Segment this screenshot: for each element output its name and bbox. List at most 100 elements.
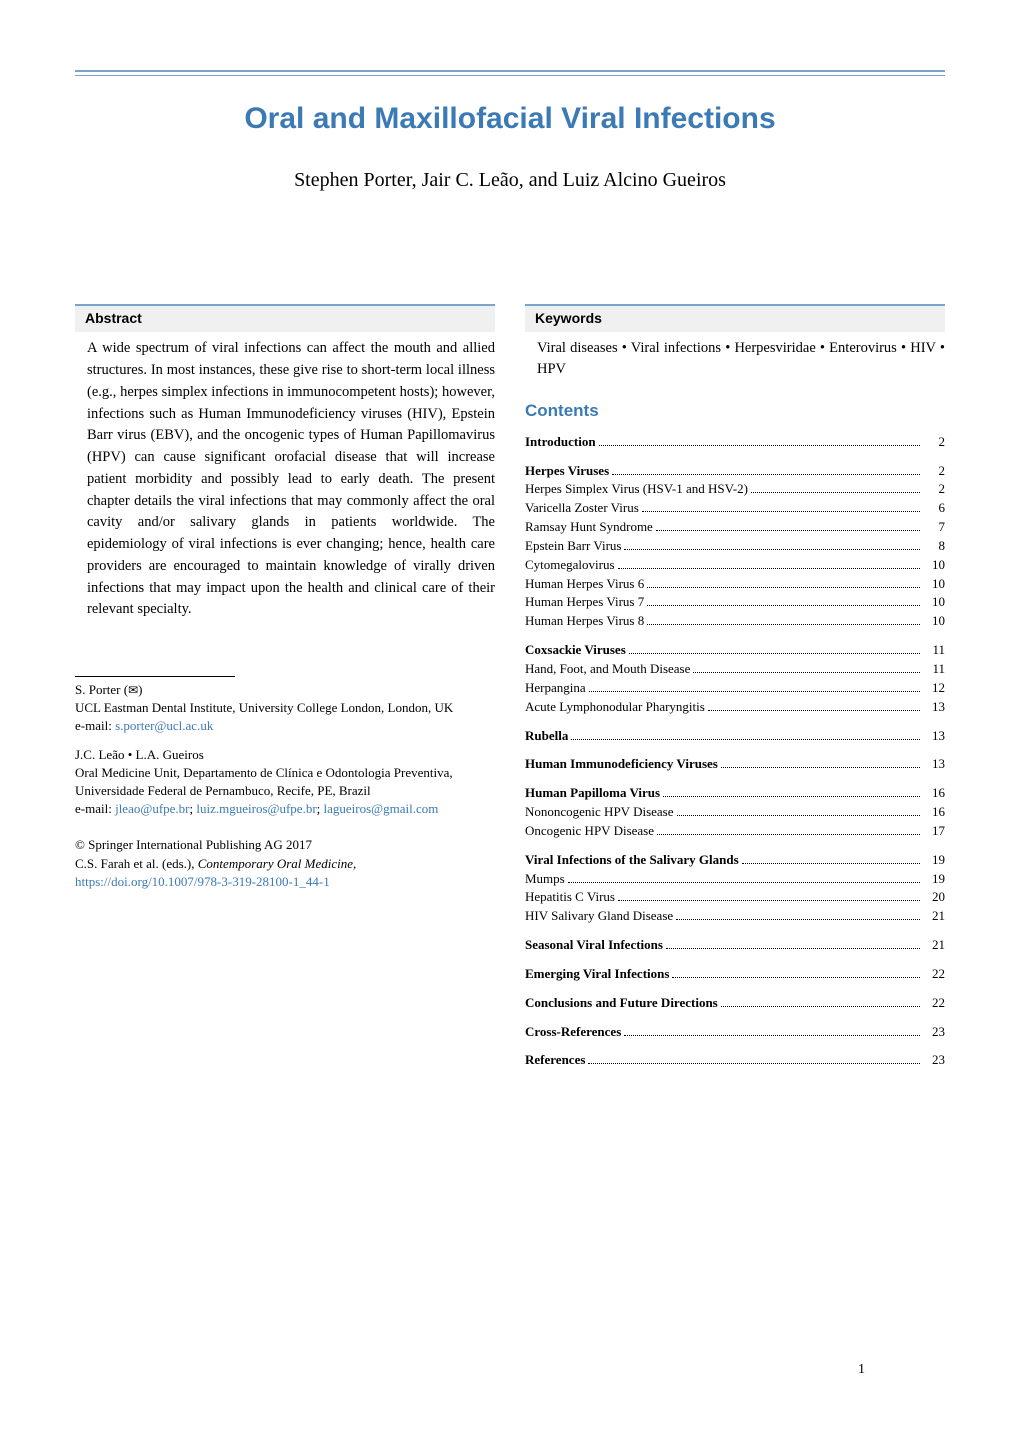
toc-line: Human Herpes Virus 6 10 bbox=[525, 575, 945, 594]
toc-label: Human Herpes Virus 6 bbox=[525, 575, 644, 594]
toc-label: Cross-References bbox=[525, 1023, 621, 1042]
toc-page: 7 bbox=[923, 518, 945, 537]
toc-dots bbox=[618, 900, 920, 901]
toc-line: Conclusions and Future Directions 22 bbox=[525, 994, 945, 1013]
toc-dots bbox=[742, 863, 920, 864]
affil1-email-line: e-mail: s.porter@ucl.ac.uk bbox=[75, 717, 495, 735]
toc-section: Emerging Viral Infections22 bbox=[525, 965, 945, 984]
affil2-email1[interactable]: jleao@ufpe.br bbox=[115, 801, 189, 816]
toc-label: References bbox=[525, 1051, 585, 1070]
page-number: 1 bbox=[858, 1360, 865, 1380]
toc-label: Nononcogenic HPV Disease bbox=[525, 803, 674, 822]
toc-dots bbox=[588, 1063, 920, 1064]
toc-line: Cytomegalovirus 10 bbox=[525, 556, 945, 575]
toc-dots bbox=[589, 691, 920, 692]
toc-dots bbox=[677, 815, 920, 816]
author-footer: S. Porter (✉) UCL Eastman Dental Institu… bbox=[75, 676, 495, 818]
affil1-email-label: e-mail: bbox=[75, 718, 115, 733]
toc-line: Herpangina12 bbox=[525, 679, 945, 698]
left-column: Abstract A wide spectrum of viral infect… bbox=[75, 304, 495, 1080]
toc-line: Acute Lymphonodular Pharyngitis13 bbox=[525, 698, 945, 717]
toc-line: Herpes Simplex Virus (HSV-1 and HSV-2)2 bbox=[525, 480, 945, 499]
toc-line: Human Herpes Virus 810 bbox=[525, 612, 945, 631]
toc-dots bbox=[666, 948, 920, 949]
right-column: Keywords Viral diseases • Viral infectio… bbox=[525, 304, 945, 1080]
doi-link[interactable]: https://doi.org/10.1007/978-3-319-28100-… bbox=[75, 873, 495, 891]
toc-page: 11 bbox=[923, 660, 945, 679]
toc-line: Coxsackie Viruses11 bbox=[525, 641, 945, 660]
affil1-name-line: S. Porter (✉) bbox=[75, 681, 495, 699]
toc-dots bbox=[568, 882, 920, 883]
toc-label: Emerging Viral Infections bbox=[525, 965, 669, 984]
toc-label: Cytomegalovirus bbox=[525, 556, 615, 575]
toc-dots bbox=[708, 710, 920, 711]
abstract-header: Abstract bbox=[75, 304, 495, 332]
toc-section: Herpes Viruses2Herpes Simplex Virus (HSV… bbox=[525, 462, 945, 632]
affil2-name: J.C. Leão • L.A. Gueiros bbox=[75, 746, 495, 764]
affil2-email-line: e-mail: jleao@ufpe.br; luiz.mgueiros@ufp… bbox=[75, 800, 495, 818]
affil2-email3[interactable]: lagueiros@gmail.com bbox=[324, 801, 439, 816]
affil1-name-end: ) bbox=[138, 682, 142, 697]
toc-section: Introduction2 bbox=[525, 433, 945, 452]
toc-page: 19 bbox=[923, 870, 945, 889]
affiliation-2: J.C. Leão • L.A. Gueiros Oral Medicine U… bbox=[75, 746, 495, 819]
toc-dots bbox=[657, 834, 920, 835]
footer-rule bbox=[75, 676, 235, 677]
toc-dots bbox=[629, 653, 920, 654]
toc-dots bbox=[612, 474, 920, 475]
toc-label: Rubella bbox=[525, 727, 568, 746]
toc-line: References23 bbox=[525, 1051, 945, 1070]
toc-section: Coxsackie Viruses11Hand, Foot, and Mouth… bbox=[525, 641, 945, 716]
toc-page: 10 bbox=[923, 593, 945, 612]
authors-line: Stephen Porter, Jair C. Leão, and Luiz A… bbox=[75, 166, 945, 194]
toc-page: 10 bbox=[923, 575, 945, 594]
toc-page: 23 bbox=[923, 1023, 945, 1042]
toc-page: 20 bbox=[923, 888, 945, 907]
affil2-email-label: e-mail: bbox=[75, 801, 115, 816]
toc-page: 13 bbox=[923, 755, 945, 774]
toc-line: HIV Salivary Gland Disease21 bbox=[525, 907, 945, 926]
toc-section: References23 bbox=[525, 1051, 945, 1070]
page: Oral and Maxillofacial Viral Infections … bbox=[75, 70, 945, 1415]
toc-section: Human Immunodeficiency Viruses13 bbox=[525, 755, 945, 774]
toc-line: Oncogenic HPV Disease17 bbox=[525, 822, 945, 841]
toc-page: 2 bbox=[923, 462, 945, 481]
toc-page: 17 bbox=[923, 822, 945, 841]
two-column-layout: Abstract A wide spectrum of viral infect… bbox=[75, 304, 945, 1080]
toc-label: HIV Salivary Gland Disease bbox=[525, 907, 673, 926]
toc-label: Conclusions and Future Directions bbox=[525, 994, 718, 1013]
toc-label: Mumps bbox=[525, 870, 565, 889]
abstract-heading: Abstract bbox=[85, 310, 142, 326]
toc-page: 10 bbox=[923, 556, 945, 575]
toc-page: 12 bbox=[923, 679, 945, 698]
toc-line: Epstein Barr Virus8 bbox=[525, 537, 945, 556]
toc-line: Human Papilloma Virus16 bbox=[525, 784, 945, 803]
affil2-org: Oral Medicine Unit, Departamento de Clín… bbox=[75, 764, 495, 800]
toc-label: Herpes Simplex Virus (HSV-1 and HSV-2) bbox=[525, 480, 748, 499]
keywords-header: Keywords bbox=[525, 304, 945, 332]
toc-page: 6 bbox=[923, 499, 945, 518]
toc-dots bbox=[721, 767, 920, 768]
toc-page: 11 bbox=[923, 641, 945, 660]
toc-page: 22 bbox=[923, 994, 945, 1013]
toc-label: Hepatitis C Virus bbox=[525, 888, 615, 907]
toc-label: Ramsay Hunt Syndrome bbox=[525, 518, 653, 537]
toc-dots bbox=[693, 672, 920, 673]
affiliation-1: S. Porter (✉) UCL Eastman Dental Institu… bbox=[75, 681, 495, 736]
affil1-email[interactable]: s.porter@ucl.ac.uk bbox=[115, 718, 213, 733]
title-rule bbox=[75, 70, 945, 76]
contents-heading: Contents bbox=[525, 399, 945, 423]
toc-line: Viral Infections of the Salivary Glands1… bbox=[525, 851, 945, 870]
toc-line: Nononcogenic HPV Disease16 bbox=[525, 803, 945, 822]
toc-dots bbox=[721, 1006, 920, 1007]
toc-label: Hand, Foot, and Mouth Disease bbox=[525, 660, 690, 679]
abstract-body: A wide spectrum of viral infections can … bbox=[75, 338, 495, 621]
toc-label: Human Herpes Virus 8 bbox=[525, 612, 644, 631]
affil2-email2[interactable]: luiz.mgueiros@ufpe.br bbox=[196, 801, 316, 816]
toc-label: Human Papilloma Virus bbox=[525, 784, 660, 803]
affil1-name: S. Porter ( bbox=[75, 682, 128, 697]
toc-label: Seasonal Viral Infections bbox=[525, 936, 663, 955]
toc-dots bbox=[647, 587, 920, 588]
toc-line: Hand, Foot, and Mouth Disease 11 bbox=[525, 660, 945, 679]
keywords-heading: Keywords bbox=[535, 310, 602, 326]
